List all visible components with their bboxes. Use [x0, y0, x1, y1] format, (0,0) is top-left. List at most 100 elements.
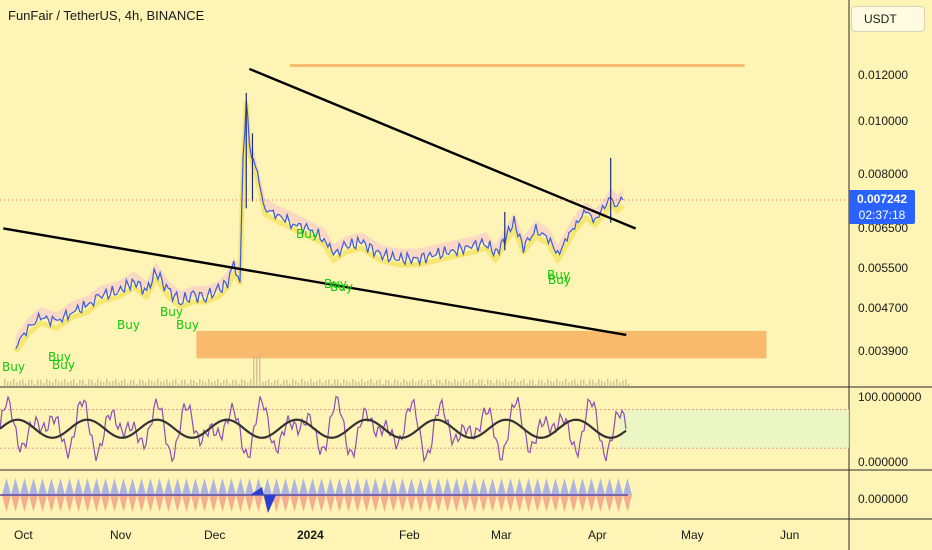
- volume-bar: [619, 382, 621, 386]
- volume-bar: [244, 380, 246, 386]
- volume-bar: [31, 379, 33, 386]
- volume-bar: [556, 379, 558, 386]
- histogram-down-triangle: [128, 495, 137, 512]
- volume-bar: [115, 379, 117, 386]
- histogram-down-triangle: [461, 495, 470, 512]
- histogram-up-triangle: [479, 478, 488, 495]
- volume-bar: [451, 382, 453, 386]
- histogram-down-triangle: [542, 495, 551, 512]
- histogram-y-tick: 0.000000: [858, 492, 909, 506]
- volume-bar: [613, 381, 615, 386]
- volume-bar: [322, 382, 324, 386]
- histogram-down-triangle: [569, 495, 578, 512]
- histogram-down-triangle: [470, 495, 479, 512]
- volume-bar: [373, 382, 375, 386]
- histogram-down-triangle: [578, 495, 587, 512]
- histogram-up-triangle: [398, 478, 407, 495]
- volume-bar: [157, 379, 159, 386]
- volume-bar: [622, 380, 624, 386]
- volume-bar: [547, 379, 549, 386]
- volume-bar: [136, 383, 138, 386]
- histogram-down-triangle: [551, 495, 560, 512]
- histogram-up-triangle: [587, 478, 596, 495]
- currency-button[interactable]: USDT: [851, 6, 925, 32]
- volume-bar: [472, 379, 474, 386]
- volume-bar: [439, 379, 441, 386]
- volume-bar: [142, 380, 144, 386]
- histogram-up-triangle: [362, 478, 371, 495]
- volume-bar: [628, 383, 630, 386]
- volume-bar: [415, 382, 417, 386]
- support-resistance-zone: [196, 330, 767, 359]
- oscillator-y-tick: 100.000000: [858, 390, 922, 404]
- histogram-down-triangle: [74, 495, 83, 512]
- volume-bar: [205, 381, 207, 386]
- trendline: [3, 227, 627, 337]
- histogram-up-triangle: [173, 478, 182, 495]
- y-tick-label: 0.006500: [858, 221, 909, 235]
- x-tick-label: Oct: [14, 528, 33, 542]
- histogram-down-triangle: [623, 495, 632, 512]
- buy-signal-label: Buy: [48, 350, 71, 364]
- volume-bar: [82, 379, 84, 386]
- histogram-down-triangle: [353, 495, 362, 512]
- volume-bar: [445, 379, 447, 386]
- volume-bar: [496, 379, 498, 386]
- volume-bar: [148, 379, 150, 386]
- histogram-up-triangle: [497, 478, 506, 495]
- oscillator-band-fill: [620, 409, 849, 449]
- volume-bar: [487, 379, 489, 386]
- histogram-down-triangle: [65, 495, 74, 512]
- histogram-down-triangle: [92, 495, 101, 512]
- histogram-down-triangle: [227, 495, 236, 512]
- histogram-down-triangle: [182, 495, 191, 512]
- volume-bar: [34, 383, 36, 386]
- buy-signal-label: Buy: [176, 318, 199, 332]
- histogram-down-triangle: [425, 495, 434, 512]
- volume-bar: [583, 379, 585, 386]
- volume-bar: [124, 379, 126, 386]
- volume-bar: [292, 379, 294, 386]
- volume-bar: [436, 379, 438, 386]
- volume-bar: [532, 379, 534, 386]
- volume-bar: [193, 380, 195, 386]
- histogram-up-triangle: [515, 478, 524, 495]
- histogram-up-triangle: [47, 478, 56, 495]
- histogram-up-triangle: [371, 478, 380, 495]
- histogram-up-triangle: [299, 478, 308, 495]
- histogram-up-triangle: [578, 478, 587, 495]
- histogram-up-triangle: [92, 478, 101, 495]
- histogram-down-triangle: [209, 495, 218, 512]
- volume-bar: [379, 379, 381, 386]
- volume-bar: [412, 379, 414, 386]
- histogram-down-triangle: [407, 495, 416, 512]
- volume-bar: [73, 379, 75, 386]
- volume-bar: [79, 379, 81, 386]
- volume-bar: [559, 381, 561, 386]
- histogram-down-triangle: [452, 495, 461, 512]
- x-tick-label: Feb: [399, 528, 420, 542]
- volume-bar: [598, 379, 600, 386]
- indicator-cloud: [15, 87, 624, 346]
- histogram-up-triangle: [389, 478, 398, 495]
- volume-bar: [541, 380, 543, 386]
- histogram-down-triangle: [47, 495, 56, 512]
- x-tick-label: May: [681, 528, 704, 542]
- histogram-down-triangle: [317, 495, 326, 512]
- volume-bar: [607, 379, 609, 386]
- volume-bar: [196, 382, 198, 386]
- volume-bar: [433, 383, 435, 386]
- volume-bar: [64, 379, 66, 386]
- volume-bar: [256, 356, 258, 386]
- volume-bar: [601, 380, 603, 386]
- volume-bar: [400, 382, 402, 386]
- histogram-up-triangle: [164, 478, 173, 495]
- volume-bar: [103, 382, 105, 386]
- volume-bar: [289, 383, 291, 386]
- histogram-up-triangle: [110, 478, 119, 495]
- histogram-up-triangle: [407, 478, 416, 495]
- volume-bar: [358, 381, 360, 386]
- histogram-up-triangle: [83, 478, 92, 495]
